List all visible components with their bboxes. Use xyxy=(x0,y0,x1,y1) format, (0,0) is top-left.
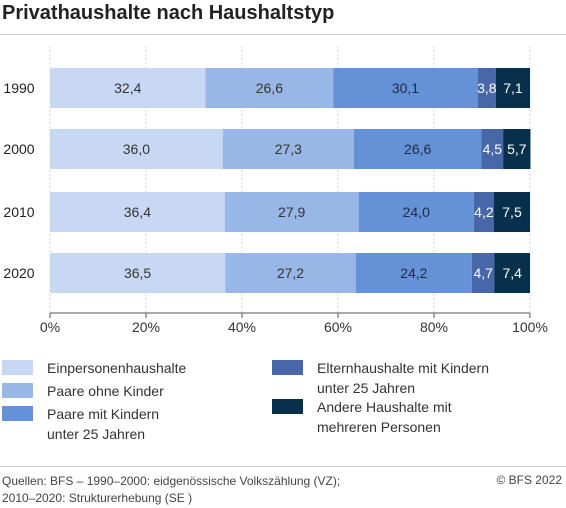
data-label: 36,5 xyxy=(124,265,151,281)
data-label: 30,1 xyxy=(392,80,419,96)
footer-divider xyxy=(0,466,566,467)
category-label: 2000 xyxy=(3,141,34,157)
bar-segment xyxy=(50,129,223,169)
legend-item-elternhaushalte: Elternhaushalte mit Kindern unter 25 Jah… xyxy=(272,358,489,398)
data-label: 36,4 xyxy=(124,204,151,220)
data-label: 26,6 xyxy=(404,141,431,157)
category-label: 1990 xyxy=(3,80,34,96)
bar-segment xyxy=(225,253,356,293)
bar-segment xyxy=(333,68,478,108)
x-tick-label: 80% xyxy=(420,319,448,335)
legend-label: Einpersonenhaushalte xyxy=(47,360,187,376)
bar-segment xyxy=(481,129,504,169)
bar-segment xyxy=(503,129,531,169)
x-tick-label: 100% xyxy=(512,319,548,335)
legend-swatch xyxy=(272,399,303,414)
data-label: 4,7 xyxy=(473,265,493,281)
bar-segment xyxy=(50,192,225,232)
bar-segment xyxy=(224,192,359,232)
bar-segment xyxy=(222,129,354,169)
bar-segment xyxy=(494,192,530,232)
chart-title: Privathaushalte nach Haushaltstyp xyxy=(2,2,335,24)
data-label: 24,2 xyxy=(400,265,427,281)
bar-segment xyxy=(473,192,494,232)
data-label: 7,4 xyxy=(503,265,523,281)
legend-swatch xyxy=(2,360,33,375)
category-label: 2020 xyxy=(3,265,34,281)
source-note: Quellen: BFS – 1990–2000: eidgenössische… xyxy=(2,474,341,505)
data-label: 4,2 xyxy=(474,204,494,220)
bar-segment xyxy=(353,129,482,169)
x-tick-label: 0% xyxy=(40,319,60,335)
legend-label: Andere Haushalte mit mehreren Personen xyxy=(317,399,452,435)
data-label: 7,1 xyxy=(503,80,523,96)
x-tick-label: 20% xyxy=(132,319,160,335)
legend-item-andere-haushalte: Andere Haushalte mit mehreren Personen xyxy=(272,397,452,437)
legend-swatch xyxy=(2,383,33,398)
bar-segment xyxy=(50,68,206,108)
legend-label: Paare ohne Kinder xyxy=(47,383,164,399)
bar-segment xyxy=(355,253,472,293)
bar-segment xyxy=(477,68,496,108)
data-label: 7,5 xyxy=(502,204,522,220)
legend-label: Paare mit Kindern unter 25 Jahren xyxy=(47,406,160,442)
bar-segment xyxy=(358,192,474,232)
legend-item-paare-mit-kindern: Paare mit Kindern unter 25 Jahren xyxy=(2,404,159,444)
data-label: 36,0 xyxy=(123,141,150,157)
bar-segment xyxy=(471,253,495,293)
data-label: 4,5 xyxy=(483,141,503,157)
bar-segment xyxy=(50,253,226,293)
legend-item-einpersonenhaushalte: Einpersonenhaushalte xyxy=(2,358,186,378)
bar-segment xyxy=(205,68,334,108)
legend-swatch xyxy=(2,406,33,421)
x-tick-label: 60% xyxy=(324,319,352,335)
title-divider xyxy=(0,34,566,35)
data-label: 27,9 xyxy=(278,204,305,220)
data-label: 27,3 xyxy=(275,141,302,157)
legend-label: Elternhaushalte mit Kindern unter 25 Jah… xyxy=(317,360,489,396)
bar-segment xyxy=(494,253,530,293)
legend-swatch xyxy=(272,360,303,375)
stacked-bar-chart: 1990 32,4 26,6 30,1 3,8 7,1 2000 36,0 27,3 26,6 4,… xyxy=(3,46,548,335)
copyright: © BFS 2022 xyxy=(496,473,562,487)
data-label: 26,6 xyxy=(256,80,283,96)
data-label: 27,2 xyxy=(277,265,304,281)
x-tick-label: 40% xyxy=(228,319,256,335)
data-label: 3,8 xyxy=(477,80,497,96)
data-label: 24,0 xyxy=(403,204,430,220)
category-label: 2010 xyxy=(3,204,34,220)
bar-segment xyxy=(495,68,530,108)
legend-item-paare-ohne-kinder: Paare ohne Kinder xyxy=(2,381,164,401)
data-label: 32,4 xyxy=(114,80,141,96)
data-label: 5,7 xyxy=(507,141,527,157)
